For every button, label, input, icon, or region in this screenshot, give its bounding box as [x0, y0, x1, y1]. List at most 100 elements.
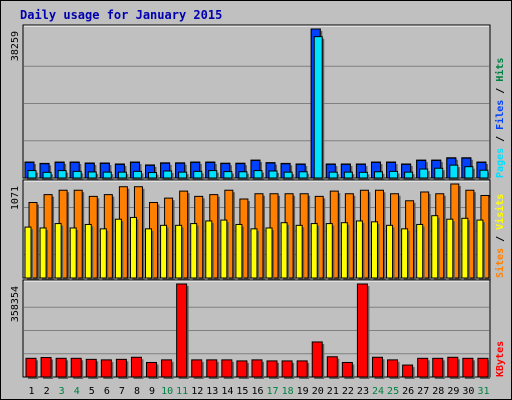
visits-bar: [265, 227, 273, 279]
axis-label-hits-files-pages: Pages / Files / Hits: [494, 58, 506, 178]
x-tick-label: 12: [191, 386, 203, 397]
axis-label-sites-visits: Sites / Visits: [494, 194, 506, 278]
pages-bar: [132, 170, 142, 179]
kbytes-bar: [356, 283, 368, 378]
kbytes-bar: [55, 357, 67, 378]
kbytes-bar: [40, 357, 52, 378]
x-tick-label: 4: [74, 386, 80, 397]
axis-label-part: Files: [494, 100, 506, 130]
axis-label-part: /: [495, 82, 506, 100]
visits-bar: [145, 228, 153, 279]
kbytes-bar: [176, 283, 188, 378]
visits-bar: [295, 224, 303, 279]
visits-bar: [114, 218, 122, 279]
pages-bar: [298, 171, 308, 179]
x-tick-label: 25: [387, 386, 399, 397]
kbytes-bar: [236, 360, 248, 378]
kbytes-bar: [266, 360, 278, 378]
axis-label-part: Visits: [494, 194, 506, 230]
max-value-label: 358354: [10, 286, 21, 322]
visits-bar: [401, 228, 409, 279]
visits-bar: [69, 227, 77, 279]
kbytes-bar: [447, 356, 459, 378]
kbytes-bar: [221, 359, 233, 378]
visits-bar: [84, 223, 92, 279]
visits-bar: [205, 220, 213, 279]
pages-bar: [148, 172, 158, 179]
pages-bar: [343, 171, 353, 179]
kbytes-bar: [402, 364, 414, 378]
pages-bar: [283, 171, 293, 179]
visits-bar: [250, 228, 258, 279]
visits-bar: [431, 215, 439, 279]
pages-bar: [72, 170, 82, 179]
x-tick-label: 5: [89, 386, 95, 397]
visits-bar: [280, 222, 288, 279]
kbytes-bar: [191, 359, 203, 378]
x-tick-label: 1: [29, 386, 35, 397]
pages-bar: [208, 170, 218, 179]
x-tick-label: 8: [134, 386, 140, 397]
x-tick-label: 15: [236, 386, 248, 397]
pages-bar: [27, 170, 37, 179]
pages-bar: [57, 170, 67, 179]
pages-bar: [328, 171, 338, 179]
visits-bar: [160, 224, 168, 279]
x-tick-label: 28: [432, 386, 444, 397]
pages-bar: [268, 170, 278, 179]
x-tick-label: 7: [119, 386, 125, 397]
kbytes-bar: [326, 356, 338, 378]
pages-bar: [358, 171, 368, 179]
kbytes-bar: [371, 356, 383, 378]
pages-bar: [238, 171, 248, 179]
axis-label-part: Hits: [494, 58, 506, 82]
visits-bar: [235, 223, 243, 279]
kbytes-bar: [100, 359, 112, 378]
pages-bar: [87, 171, 97, 179]
visits-bar: [190, 223, 198, 279]
pages-bar: [389, 170, 399, 179]
visits-bar: [325, 223, 333, 279]
kbytes-bar: [432, 357, 444, 378]
kbytes-bar: [281, 360, 293, 378]
pages-bar: [404, 171, 414, 179]
pages-bar: [449, 164, 459, 179]
kbytes-bar: [251, 359, 263, 378]
pages-bar: [434, 167, 444, 179]
x-tick-label: 9: [149, 386, 155, 397]
kbytes-bar: [85, 358, 97, 378]
x-tick-label: 31: [477, 386, 489, 397]
kbytes-bar: [387, 359, 399, 378]
kbytes-bar: [115, 358, 127, 378]
pages-bar: [193, 170, 203, 179]
visits-bar: [355, 220, 363, 279]
axis-label-part: Sites: [494, 248, 506, 278]
kbytes-bar: [417, 357, 429, 378]
x-tick-label: 23: [357, 386, 369, 397]
axis-label-part: /: [495, 230, 506, 248]
visits-bar: [54, 223, 62, 279]
axis-label-part: Pages: [495, 148, 506, 178]
x-tick-label: 11: [176, 386, 188, 397]
pages-bar: [117, 171, 127, 179]
visits-bar: [99, 228, 107, 279]
x-tick-label: 21: [327, 386, 339, 397]
visits-bar: [446, 218, 454, 279]
x-tick-label: 2: [44, 386, 50, 397]
x-tick-label: 16: [251, 386, 263, 397]
x-tick-label: 27: [417, 386, 429, 397]
axis-label-kbytes: KBytes: [495, 341, 506, 377]
x-tick-label: 10: [161, 386, 173, 397]
x-tick-label: 22: [342, 386, 354, 397]
pages-bar: [42, 171, 52, 179]
pages-bar: [102, 171, 112, 179]
visits-bar: [340, 222, 348, 279]
x-tick-label: 19: [297, 386, 309, 397]
pages-bar: [479, 169, 489, 179]
panel-hits-files-pages: [22, 24, 491, 179]
visits-bar: [24, 226, 32, 279]
kbytes-bar: [25, 357, 37, 378]
chart-title: Daily usage for January 2015: [20, 8, 223, 22]
x-tick-label: 20: [312, 386, 324, 397]
